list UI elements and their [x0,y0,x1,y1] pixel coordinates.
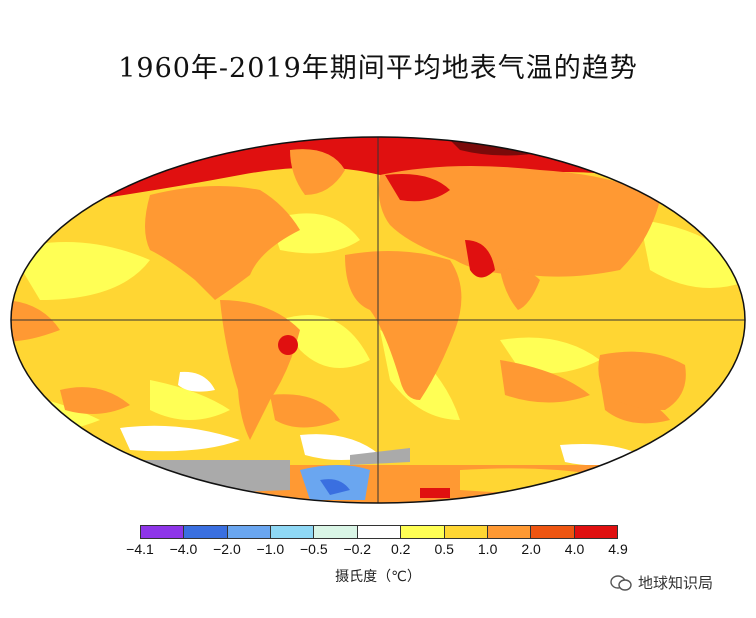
legend-swatch [444,526,488,538]
legend-swatch [184,526,228,538]
map-outline [10,136,746,504]
legend-swatch [141,526,185,538]
legend-swatch [227,526,272,538]
watermark-text: 地球知识局 [638,574,714,592]
legend-tick-label: −4.1 [126,541,154,557]
legend-unit-label: 摄氏度（℃） [335,569,421,585]
legend-tick-label: 2.0 [521,541,541,557]
wechat-icon [610,574,632,592]
color-legend-bar [140,525,618,539]
legend-swatch [357,526,402,538]
legend-swatch [487,526,532,538]
legend-swatch [574,526,617,538]
legend-tick-label: 0.2 [390,541,411,557]
legend-swatch [314,526,358,538]
legend-tick-label: −4.0 [169,541,198,557]
legend-tick-label: −1.0 [256,541,285,557]
watermark: 地球知识局 [610,572,713,593]
legend-tick-label: 0.5 [434,541,454,557]
legend-swatch [271,526,315,538]
legend-tick-label: −0.2 [343,541,372,557]
legend-tick-label: 1.0 [477,541,498,557]
map-body [11,137,745,503]
legend-swatch [401,526,445,538]
legend-tick-label: 4.0 [564,541,585,557]
map-title: 1960年-2019年期间平均地表气温的趋势 [118,53,638,84]
legend-tick-label: −0.5 [299,541,328,557]
legend-tick-label: −2.0 [213,541,241,557]
legend-tick-label: 4.9 [608,541,628,557]
legend-swatch [531,526,575,538]
